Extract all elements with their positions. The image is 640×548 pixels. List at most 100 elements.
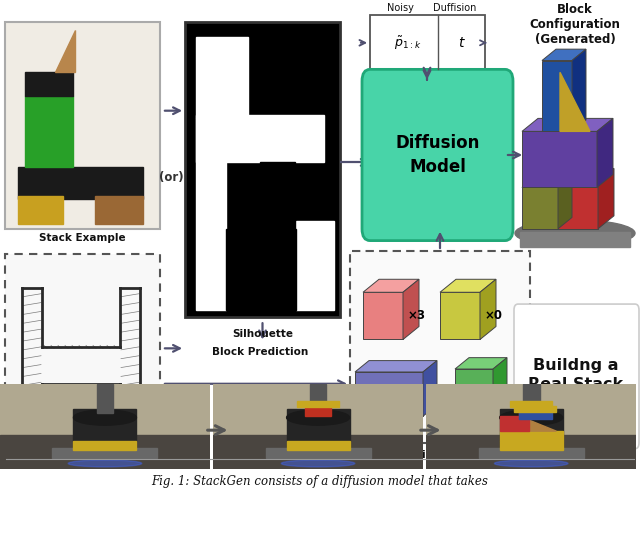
Ellipse shape bbox=[287, 410, 349, 425]
Polygon shape bbox=[455, 369, 493, 416]
Polygon shape bbox=[355, 372, 423, 416]
Text: Required Blocks: Required Blocks bbox=[392, 450, 488, 460]
Bar bbox=[426, 435, 636, 469]
Bar bbox=[520, 232, 630, 247]
Text: Sketch: Sketch bbox=[62, 447, 102, 457]
Polygon shape bbox=[522, 118, 613, 132]
Bar bbox=[479, 448, 584, 458]
Bar bbox=[523, 384, 540, 413]
Ellipse shape bbox=[74, 410, 136, 425]
Polygon shape bbox=[558, 169, 614, 181]
Polygon shape bbox=[403, 279, 419, 340]
Bar bbox=[0, 435, 210, 469]
Text: $\tilde{p}_{1:k}$: $\tilde{p}_{1:k}$ bbox=[394, 34, 422, 52]
Text: Noisy
Poses: Noisy Poses bbox=[386, 3, 414, 25]
Bar bbox=[500, 441, 563, 450]
Ellipse shape bbox=[500, 447, 563, 456]
Bar bbox=[500, 409, 563, 452]
Polygon shape bbox=[572, 49, 586, 132]
Bar bbox=[297, 401, 339, 407]
Text: $t$: $t$ bbox=[458, 36, 466, 50]
Polygon shape bbox=[423, 361, 437, 416]
Polygon shape bbox=[597, 118, 613, 187]
Bar bbox=[25, 96, 73, 167]
Text: Stack Example: Stack Example bbox=[38, 233, 125, 243]
Bar bbox=[426, 384, 636, 435]
Polygon shape bbox=[558, 181, 598, 229]
Bar bbox=[287, 441, 349, 450]
Text: Silhouette: Silhouette bbox=[232, 329, 293, 339]
Bar bbox=[213, 435, 423, 469]
Bar bbox=[260, 162, 295, 229]
Bar bbox=[74, 441, 136, 450]
Bar bbox=[185, 22, 340, 317]
Bar bbox=[0, 384, 210, 435]
Bar bbox=[515, 406, 556, 413]
Text: Diffusion
Model: Diffusion Model bbox=[396, 134, 480, 176]
Ellipse shape bbox=[74, 447, 136, 456]
Polygon shape bbox=[455, 358, 507, 369]
Bar bbox=[518, 413, 552, 419]
Bar bbox=[226, 229, 296, 310]
Text: Fig. 1: StackGen consists of a diffusion model that takes: Fig. 1: StackGen consists of a diffusion… bbox=[152, 475, 488, 488]
FancyBboxPatch shape bbox=[362, 70, 513, 241]
Ellipse shape bbox=[282, 460, 355, 467]
Ellipse shape bbox=[515, 220, 635, 247]
Ellipse shape bbox=[68, 460, 141, 467]
Bar bbox=[95, 196, 143, 224]
Text: ×3: ×3 bbox=[408, 310, 426, 322]
Bar bbox=[287, 409, 349, 452]
Polygon shape bbox=[522, 176, 572, 187]
Bar bbox=[97, 384, 113, 413]
Bar bbox=[305, 407, 331, 416]
Bar bbox=[310, 384, 326, 413]
Bar bbox=[500, 431, 563, 441]
Bar bbox=[510, 401, 552, 407]
Bar bbox=[518, 407, 544, 416]
Bar bbox=[196, 118, 226, 310]
Bar bbox=[213, 384, 423, 435]
Bar bbox=[196, 115, 324, 162]
Bar bbox=[196, 37, 248, 118]
Bar bbox=[296, 221, 334, 310]
Polygon shape bbox=[522, 187, 558, 229]
Bar bbox=[5, 22, 160, 229]
Polygon shape bbox=[355, 361, 437, 372]
Text: Block Prediction: Block Prediction bbox=[212, 347, 308, 357]
Bar bbox=[500, 416, 529, 431]
FancyBboxPatch shape bbox=[370, 15, 485, 71]
Text: ×0: ×0 bbox=[485, 310, 503, 322]
Text: Buildng a
Real Stack: Buildng a Real Stack bbox=[529, 358, 623, 392]
Bar bbox=[18, 167, 143, 199]
Text: (or): (or) bbox=[159, 170, 183, 184]
Bar bbox=[74, 409, 136, 452]
Polygon shape bbox=[542, 60, 572, 132]
Polygon shape bbox=[55, 30, 75, 72]
Ellipse shape bbox=[287, 447, 349, 456]
Polygon shape bbox=[527, 419, 556, 431]
Polygon shape bbox=[522, 132, 597, 187]
Bar bbox=[52, 448, 157, 458]
FancyBboxPatch shape bbox=[5, 254, 160, 443]
Bar bbox=[18, 196, 63, 224]
FancyBboxPatch shape bbox=[350, 251, 530, 443]
Text: Duffision
Timestep: Duffision Timestep bbox=[433, 3, 477, 25]
Polygon shape bbox=[440, 292, 480, 340]
Polygon shape bbox=[558, 176, 572, 229]
Polygon shape bbox=[363, 279, 419, 292]
Bar bbox=[266, 448, 371, 458]
Ellipse shape bbox=[495, 460, 568, 467]
Polygon shape bbox=[480, 279, 496, 340]
Polygon shape bbox=[542, 49, 586, 60]
Ellipse shape bbox=[500, 410, 563, 425]
Bar bbox=[25, 72, 73, 96]
Polygon shape bbox=[440, 279, 496, 292]
Polygon shape bbox=[598, 169, 614, 229]
Polygon shape bbox=[493, 358, 507, 416]
Polygon shape bbox=[363, 292, 403, 340]
FancyBboxPatch shape bbox=[514, 304, 639, 449]
Text: ×1: ×1 bbox=[498, 387, 516, 401]
Text: ×1: ×1 bbox=[428, 387, 446, 401]
Polygon shape bbox=[560, 72, 590, 132]
Text: Block
Configuration
(Generated): Block Configuration (Generated) bbox=[529, 3, 620, 46]
